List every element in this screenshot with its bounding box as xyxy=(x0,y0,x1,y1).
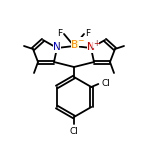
Text: N: N xyxy=(87,42,95,52)
Text: +: + xyxy=(93,38,99,47)
Text: F: F xyxy=(85,29,91,38)
Text: N: N xyxy=(53,42,61,52)
Text: B: B xyxy=(71,40,79,50)
Text: −: − xyxy=(77,36,83,45)
Text: F: F xyxy=(57,29,63,38)
Text: Cl: Cl xyxy=(102,79,111,88)
Text: Cl: Cl xyxy=(70,126,78,135)
